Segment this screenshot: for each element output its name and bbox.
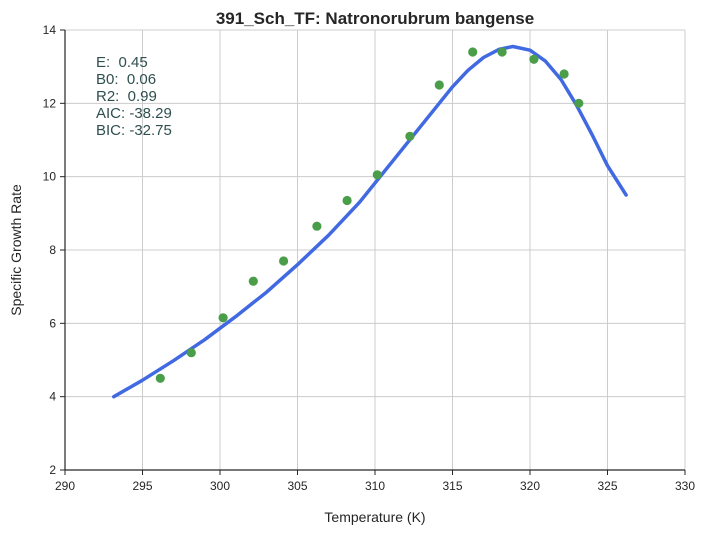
fit-curve-group: [112, 44, 628, 399]
stat-e: E: 0.45: [96, 54, 148, 71]
data-point: [279, 256, 289, 266]
y-tick-label: 14: [43, 23, 57, 37]
fit-curve: [112, 44, 628, 399]
data-point: [434, 80, 444, 90]
x-tick-label: 295: [132, 479, 152, 493]
x-tick-label: 325: [597, 479, 617, 493]
y-axis-label: Specific Growth Rate: [8, 184, 24, 316]
x-tick-label: 330: [675, 479, 695, 493]
x-tick-label: 305: [287, 479, 307, 493]
data-point: [186, 348, 196, 358]
x-axis-label: Temperature (K): [324, 509, 425, 525]
data-point: [342, 195, 352, 206]
data-point: [468, 47, 478, 57]
data-point: [218, 313, 228, 323]
x-tick-label: 320: [520, 479, 540, 493]
data-point: [405, 131, 415, 141]
y-tick-label: 6: [49, 316, 56, 330]
data-point: [559, 69, 569, 79]
data-point: [155, 373, 165, 383]
axes: [60, 29, 686, 475]
x-tick-label: 300: [210, 479, 230, 493]
y-tick-label: 12: [43, 96, 57, 110]
data-point: [529, 54, 539, 64]
grid-lines: [65, 29, 686, 470]
x-tick-label: 290: [55, 479, 75, 493]
data-point: [372, 170, 382, 180]
y-tick-label: 2: [49, 463, 56, 477]
tick-labels: 290 295 300 305 310 315 320 325 330 2 4 6 8 10 12 14: [43, 23, 696, 493]
x-tick-label: 315: [442, 479, 462, 493]
stat-aic: AIC: -38.29: [96, 105, 172, 122]
stat-r2: R2: 0.99: [96, 88, 157, 105]
x-tick-label: 310: [365, 479, 385, 493]
y-tick-label: 10: [43, 170, 57, 184]
y-tick-label: 4: [49, 390, 56, 404]
data-point: [248, 276, 258, 286]
y-tick-label: 8: [49, 243, 56, 257]
data-point: [574, 98, 584, 108]
fit-statistics: E: 0.45 B0: 0.06 R2: 0.99 AIC: -38.29 BI…: [96, 54, 172, 139]
stat-bic: BIC: -32.75: [96, 122, 172, 139]
data-points-group: [155, 47, 584, 383]
chart-title: 391_Sch_TF: Natronorubrum bangense: [216, 9, 534, 28]
data-point: [312, 221, 322, 231]
stat-b0: B0: 0.06: [96, 71, 156, 88]
data-point: [497, 47, 507, 57]
